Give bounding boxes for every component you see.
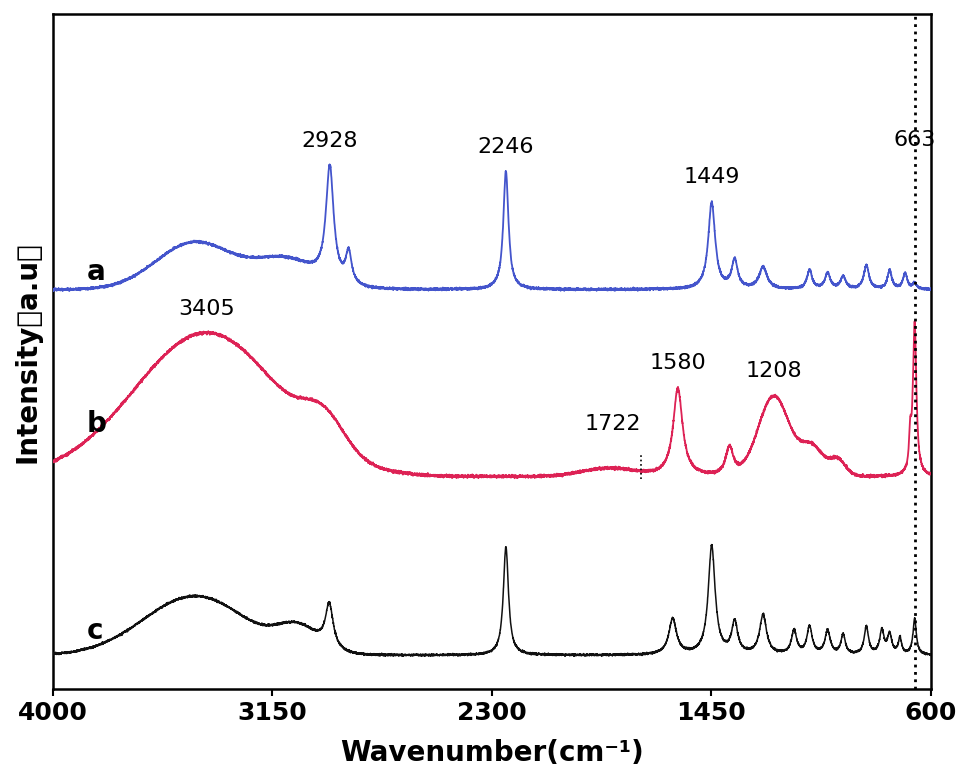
Y-axis label: Intensity（a.u）: Intensity（a.u） — [14, 241, 42, 462]
Text: 3405: 3405 — [179, 299, 235, 319]
Text: 663: 663 — [893, 130, 936, 150]
Text: 2246: 2246 — [478, 137, 534, 157]
X-axis label: Wavenumber(cm⁻¹): Wavenumber(cm⁻¹) — [340, 739, 644, 767]
Text: 1449: 1449 — [684, 167, 740, 187]
Text: 1208: 1208 — [746, 361, 802, 381]
Text: 1722: 1722 — [585, 414, 641, 433]
Text: a: a — [86, 258, 105, 286]
Text: c: c — [86, 617, 103, 645]
Text: 2928: 2928 — [302, 131, 358, 151]
Text: 1580: 1580 — [650, 353, 706, 373]
Text: b: b — [86, 410, 107, 438]
